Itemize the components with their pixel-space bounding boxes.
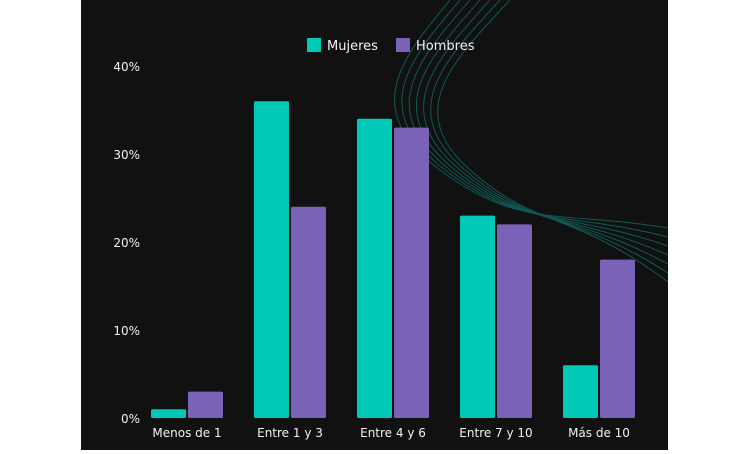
x-tick-label: Entre 1 y 3 xyxy=(257,426,323,440)
x-tick-label: Menos de 1 xyxy=(152,426,221,440)
decor-curve xyxy=(430,0,669,274)
x-tick-label: Más de 10 xyxy=(568,426,630,440)
bar-hombres xyxy=(600,259,635,418)
legend-swatch-hombres xyxy=(396,38,410,52)
bar-hombres xyxy=(188,391,223,418)
x-tick-label: Entre 4 y 6 xyxy=(360,426,426,440)
decor-curve xyxy=(415,0,669,256)
decor-curve xyxy=(437,0,669,283)
bars xyxy=(151,101,635,419)
legend-swatch-mujeres xyxy=(307,38,321,52)
y-tick-label: 0% xyxy=(121,412,140,426)
bar-hombres xyxy=(291,206,326,418)
decor-curve xyxy=(394,0,669,229)
bar-hombres xyxy=(497,224,532,418)
legend-label-mujeres: Mujeres xyxy=(327,39,378,54)
bar-mujeres xyxy=(563,365,598,418)
bar-mujeres xyxy=(254,101,289,418)
bar-hombres xyxy=(394,127,429,418)
y-axis-ticks: 0% 10% 20% 30% 40% xyxy=(113,60,140,426)
bar-mujeres xyxy=(460,215,495,418)
decor-curve xyxy=(408,0,669,247)
decor-curve xyxy=(401,0,669,238)
y-tick-label: 20% xyxy=(113,236,140,250)
decor-curve xyxy=(423,0,669,265)
y-tick-label: 40% xyxy=(113,60,140,74)
y-tick-label: 10% xyxy=(113,324,140,338)
x-axis-ticks: Menos de 1 Entre 1 y 3 Entre 4 y 6 Entre 7 … xyxy=(152,426,630,440)
decorative-curves xyxy=(394,0,669,283)
bar-mujeres xyxy=(151,409,186,418)
legend: Mujeres Hombres xyxy=(307,38,475,54)
x-tick-label: Entre 7 y 10 xyxy=(459,426,532,440)
y-tick-label: 30% xyxy=(113,148,140,162)
bar-mujeres xyxy=(357,118,392,419)
legend-label-hombres: Hombres xyxy=(416,39,475,54)
